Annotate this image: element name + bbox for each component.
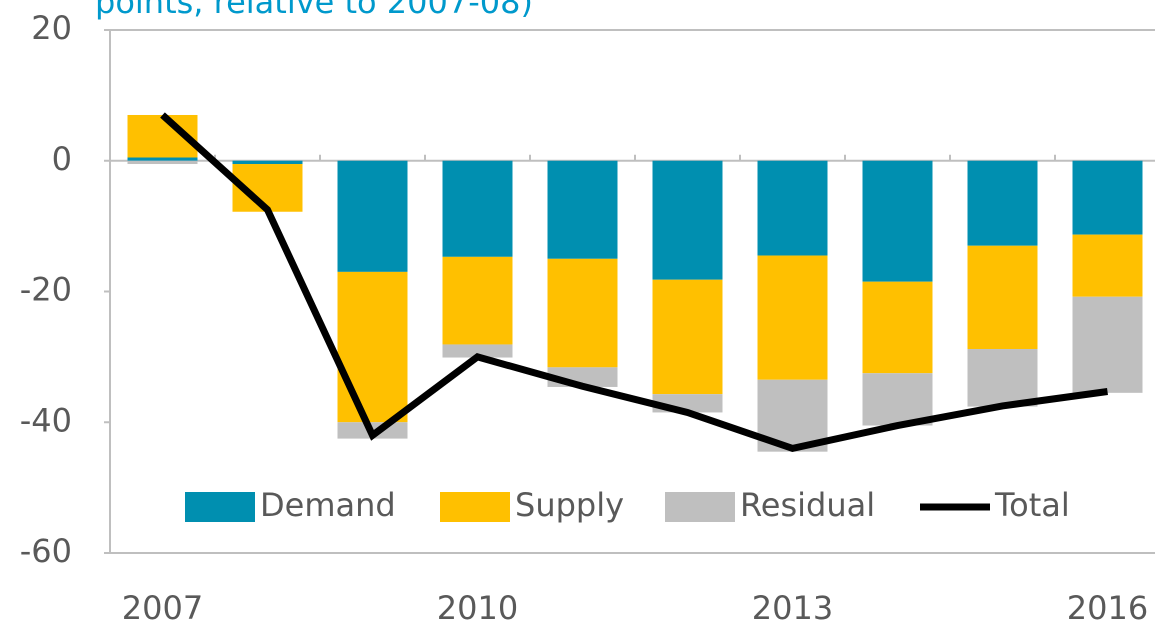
bar	[232, 160, 303, 165]
bar	[547, 160, 618, 259]
bar	[862, 160, 933, 282]
legend-label: Total	[994, 486, 1070, 524]
bar	[442, 256, 513, 345]
y-tick-label: 20	[31, 9, 72, 47]
bar	[1072, 160, 1143, 235]
bar	[652, 160, 723, 280]
legend-swatch	[185, 492, 255, 522]
bar	[862, 373, 933, 426]
bar	[1072, 234, 1143, 297]
bar	[127, 157, 198, 161]
legend-label: Residual	[740, 486, 875, 524]
bar	[442, 344, 513, 358]
legend-swatch	[665, 492, 735, 522]
y-tick-label: -40	[20, 401, 72, 439]
bar	[442, 160, 513, 257]
bar	[967, 160, 1038, 246]
y-tick-label: -60	[20, 532, 72, 570]
y-tick-label: 0	[52, 140, 72, 178]
bar	[967, 349, 1038, 407]
bar	[337, 271, 408, 423]
chart-title: points, relative to 2007-08)	[95, 0, 533, 21]
legend-swatch	[440, 492, 510, 522]
bar	[757, 160, 828, 256]
x-tick-label: 2007	[122, 589, 203, 627]
y-tick-label: -20	[20, 271, 72, 309]
x-tick-label: 2010	[437, 589, 518, 627]
bar	[337, 160, 408, 272]
bar	[127, 160, 198, 165]
x-tick-label: 2016	[1067, 589, 1148, 627]
bar	[862, 281, 933, 374]
legend-label: Demand	[260, 486, 396, 524]
bar	[652, 279, 723, 395]
bar	[967, 245, 1038, 350]
x-tick-label: 2013	[752, 589, 833, 627]
bar	[757, 255, 828, 380]
total-line	[160, 112, 1108, 453]
legend-label: Supply	[515, 486, 624, 524]
bar	[1072, 296, 1143, 393]
bar	[547, 258, 618, 368]
